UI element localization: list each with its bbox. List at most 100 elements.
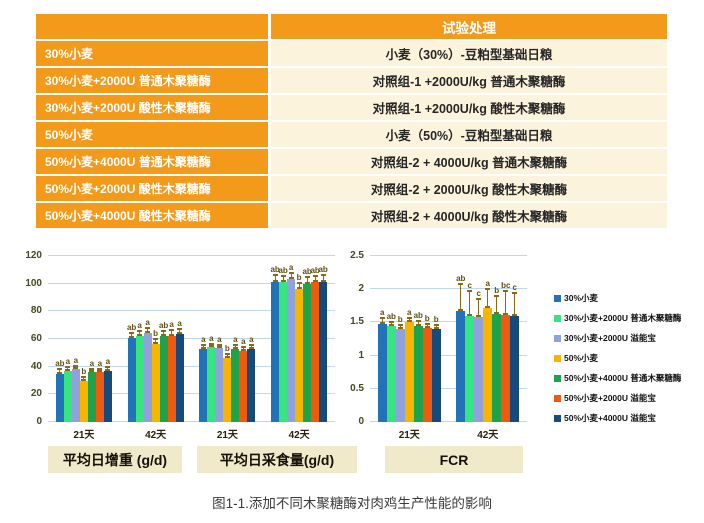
significance-letter: ab <box>413 311 423 321</box>
error-bar-cap <box>476 315 482 318</box>
bar <box>87 372 96 422</box>
error-bar <box>59 369 61 374</box>
error-bar-cap <box>406 316 412 319</box>
bar <box>239 350 248 422</box>
bar <box>271 282 280 422</box>
table-row: 30%小麦 小麦（30%）-豆粕型基础日粮 <box>36 41 667 66</box>
fcr-chart: 0 0.5 1 1.5 2 2.5 21天 a ab b a ab b b 42天 ab c c a b bc c <box>350 250 527 441</box>
error-bar-cap <box>458 282 464 285</box>
error-bar-cap <box>200 347 206 350</box>
error-bar-cap <box>280 275 286 278</box>
x-axis-group-label: 21天 <box>73 430 95 441</box>
y-axis-tick-label: 1.5 <box>350 316 364 328</box>
charts-area: 0 20 40 60 80 100 120 21天 ab a a b a a a 42天 ab a a b ab a a 21… <box>0 240 704 490</box>
section-label-adg: 平均日增重 (g/d) <box>48 446 182 473</box>
error-bar <box>469 291 471 316</box>
gridline <box>48 338 335 339</box>
chart-legend: 30%小麦 30%小麦+2000U 普通木聚糖酶 30%小麦+2000U 溢能宝 50… <box>554 288 704 428</box>
significance-letter: a <box>209 333 214 343</box>
bar <box>510 316 520 422</box>
bar <box>71 369 80 422</box>
table-header-empty-cell <box>36 14 268 39</box>
error-bar-cap <box>415 323 421 326</box>
error-bar-cap <box>216 343 222 346</box>
error-bar <box>417 321 419 326</box>
table-header-treatment-cell: 试验处理 <box>271 14 667 39</box>
error-bar <box>250 345 252 350</box>
legend-label: 50%小麦+4000U 普通木聚糖酶 <box>564 373 682 383</box>
bar <box>319 281 328 422</box>
error-bar <box>314 276 316 283</box>
bar <box>55 373 64 422</box>
error-bar-cap <box>97 367 103 370</box>
table-header-row: 试验处理 <box>36 14 667 39</box>
significance-letter: a <box>177 318 182 328</box>
legend-label: 30%小麦+2000U 溢能宝 <box>564 333 656 343</box>
significance-letter: a <box>201 335 206 345</box>
significance-letter: ab <box>386 311 396 321</box>
significance-letter: ab <box>302 266 312 276</box>
error-bar-cap <box>312 280 318 283</box>
significance-letter: b <box>224 344 230 354</box>
error-bar-cap <box>65 366 71 369</box>
legend-item: 30%小麦+2000U 溢能宝 <box>554 328 704 348</box>
error-bar <box>381 317 383 324</box>
error-bar-cap <box>145 326 151 329</box>
error-bar-cap <box>208 342 214 345</box>
bar <box>79 380 88 422</box>
error-bar-cap <box>224 353 230 356</box>
bar <box>223 357 232 422</box>
error-bar <box>298 282 300 289</box>
row-treatment-cell: 对照组-1 +2000U/kg 酸性木聚糖酶 <box>271 95 667 120</box>
legend-swatch-icon <box>554 394 561 402</box>
table-row: 30%小麦+2000U 酸性木聚糖酶 对照组-1 +2000U/kg 酸性木聚糖酶 <box>36 95 667 120</box>
error-bar-cap <box>145 331 151 334</box>
significance-letter: ab <box>126 322 137 332</box>
significance-letter: ab <box>55 359 65 369</box>
error-bar-cap <box>433 324 439 327</box>
bar <box>422 328 432 422</box>
error-bar-cap <box>320 279 326 282</box>
significance-letter: a <box>217 334 222 344</box>
gridline <box>48 282 335 284</box>
error-bar-cap <box>304 281 310 284</box>
gridline <box>48 365 335 367</box>
error-bar <box>514 292 516 317</box>
significance-letter: a <box>249 335 254 345</box>
legend-swatch-icon <box>554 294 561 302</box>
error-bar-cap <box>57 368 63 371</box>
row-label-cell: 50%小麦+2000U 酸性木聚糖酶 <box>36 176 268 201</box>
legend-label: 50%小麦+4000U 溢能宝 <box>564 413 656 423</box>
y-axis-tick-label: 1 <box>358 349 364 361</box>
error-bar <box>390 321 392 327</box>
error-bar-cap <box>169 329 175 332</box>
error-bar-cap <box>57 371 63 374</box>
error-bar-cap <box>296 286 302 289</box>
table-row: 50%小麦 小麦（50%）-豆粕型基础日粮 <box>36 122 667 147</box>
gridline <box>370 387 527 389</box>
error-bar-cap <box>73 364 79 367</box>
error-bar <box>322 275 324 282</box>
bar <box>95 372 104 422</box>
row-label-cell: 50%小麦+4000U 普通木聚糖酶 <box>36 149 268 174</box>
gridline <box>370 354 527 356</box>
error-bar-cap <box>494 294 500 297</box>
bar <box>151 343 160 422</box>
error-bar-cap <box>296 281 302 284</box>
error-bar <box>496 295 498 314</box>
y-axis-tick-label: 20 <box>30 388 42 400</box>
y-axis-tick-label: 0 <box>36 416 42 427</box>
error-bar-cap <box>208 345 214 348</box>
bar <box>483 308 493 422</box>
error-bar-cap <box>312 275 318 278</box>
x-axis-group-label: 42天 <box>288 430 310 441</box>
bar <box>492 313 502 422</box>
bar <box>247 349 256 422</box>
significance-letter: bc <box>501 281 511 291</box>
error-bar <box>290 272 292 279</box>
legend-item: 50%小麦+4000U 溢能宝 <box>554 408 704 428</box>
bar <box>231 349 240 422</box>
gridline <box>48 421 335 422</box>
significance-letter: ab <box>270 265 280 275</box>
